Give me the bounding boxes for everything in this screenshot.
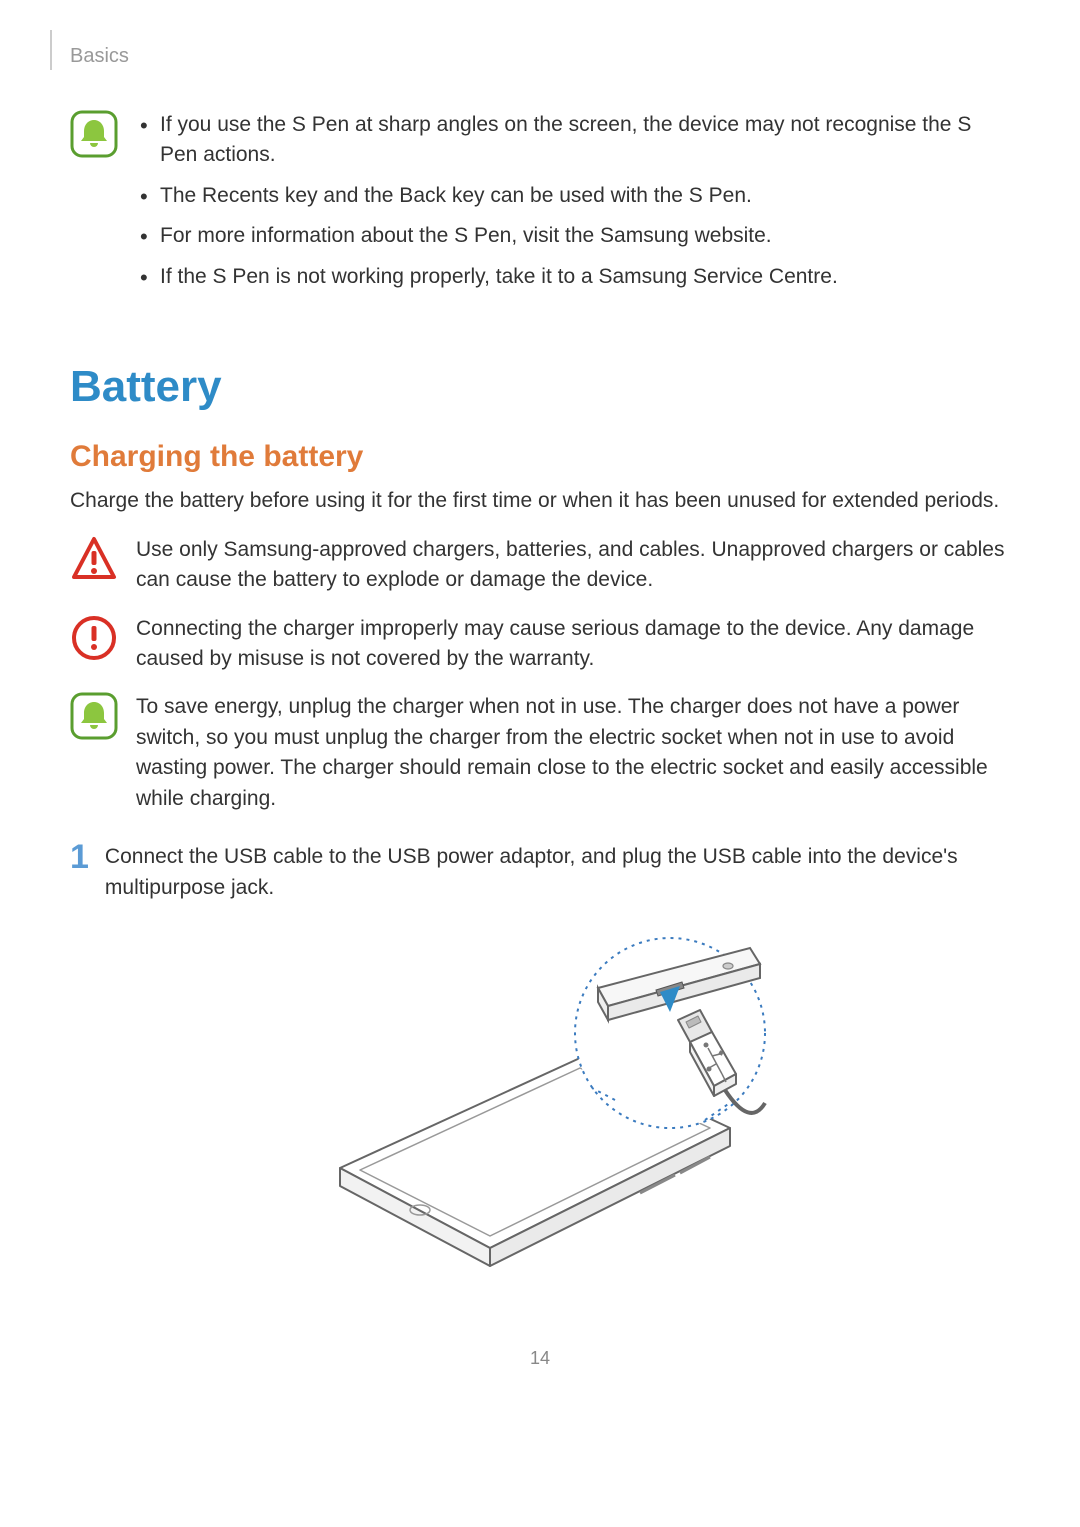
caution-circle-icon: [70, 614, 118, 662]
section-title-battery: Battery: [70, 362, 1010, 412]
warning-triangle-icon: [70, 535, 118, 583]
warning-block: Use only Samsung-approved chargers, batt…: [70, 535, 1010, 596]
note-spen-content: If you use the S Pen at sharp angles on …: [136, 110, 1010, 302]
tip-block: To save energy, unplug the charger when …: [70, 692, 1010, 814]
tip-text: To save energy, unplug the charger when …: [136, 692, 1010, 814]
caution-block: Connecting the charger improperly may ca…: [70, 614, 1010, 675]
note-block-spen: If you use the S Pen at sharp angles on …: [70, 110, 1010, 302]
step-1: 1 Connect the USB cable to the USB power…: [70, 842, 1010, 903]
bell-icon: [70, 692, 118, 740]
note-bullet: If the S Pen is not working properly, ta…: [136, 262, 1010, 292]
note-bullet: The Recents key and the Back key can be …: [136, 181, 1010, 211]
warning-text: Use only Samsung-approved chargers, batt…: [136, 535, 1010, 596]
note-bullet: For more information about the S Pen, vi…: [136, 221, 1010, 251]
header-section-label: Basics: [70, 45, 129, 70]
usb-illustration: [70, 928, 1010, 1308]
step-number: 1: [70, 840, 89, 874]
step-text: Connect the USB cable to the USB power a…: [105, 842, 1010, 903]
caution-text: Connecting the charger improperly may ca…: [136, 614, 1010, 675]
note-bullet: If you use the S Pen at sharp angles on …: [136, 110, 1010, 171]
page-header: Basics: [50, 30, 1010, 70]
bell-icon: [70, 110, 118, 158]
subsection-title-charging: Charging the battery: [70, 440, 1010, 474]
page-number: 14: [70, 1348, 1010, 1369]
charging-intro: Charge the battery before using it for t…: [70, 486, 1010, 516]
